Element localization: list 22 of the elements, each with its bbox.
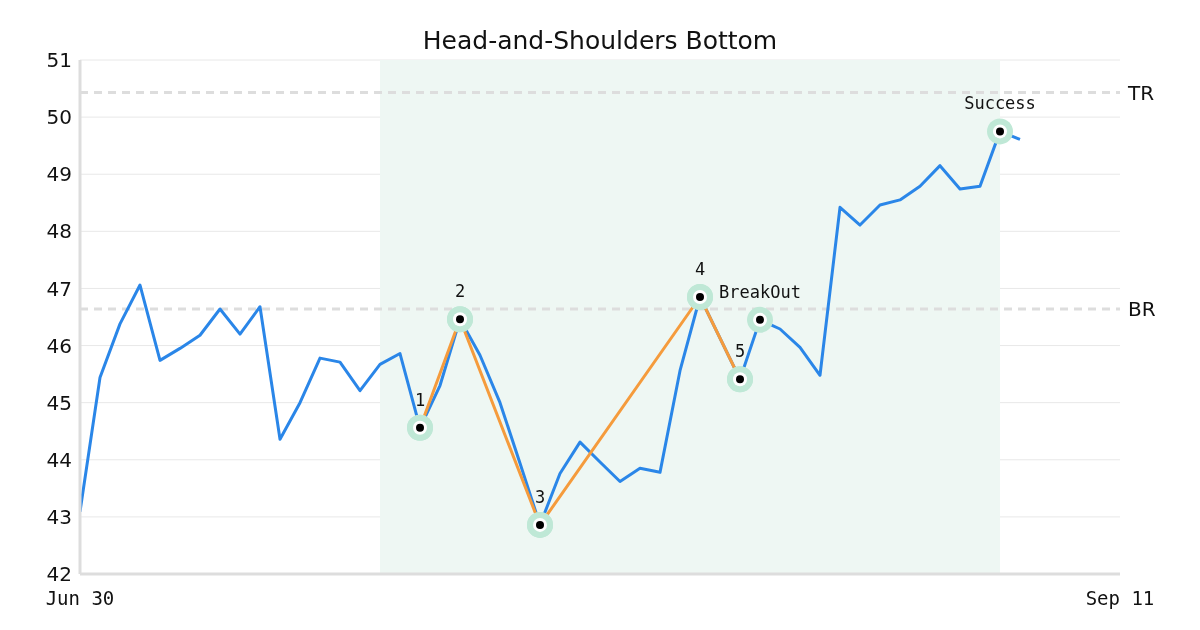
y-tick-label: 42 <box>46 562 72 587</box>
y-tick-label: 51 <box>46 48 72 73</box>
series-label: 4 <box>694 259 706 280</box>
series-label: 1 <box>414 389 426 410</box>
y-tick-label: 47 <box>46 276 72 301</box>
x-tick-label: Sep 11 <box>1085 587 1155 610</box>
x-tick-label: Jun 30 <box>45 587 115 610</box>
y-tick-label: 44 <box>46 447 72 472</box>
series-label: Success <box>964 93 1036 114</box>
y-tick-label: 46 <box>46 333 72 358</box>
series-label: 2 <box>454 281 466 302</box>
series-label: 3 <box>534 486 546 507</box>
ref-line-label: BR <box>1128 297 1156 322</box>
series-label: 5 <box>734 341 746 362</box>
y-tick-label: 48 <box>46 219 72 244</box>
y-tick-label: 45 <box>46 390 72 415</box>
y-tick-label: 50 <box>46 105 72 130</box>
y-tick-label: 49 <box>46 162 72 187</box>
y-tick-label: 43 <box>46 504 72 529</box>
chart-title: Head-and-Shoulders Bottom <box>422 26 778 55</box>
series-label: BreakOut <box>719 281 801 302</box>
ref-line-label: TR <box>1127 80 1155 105</box>
